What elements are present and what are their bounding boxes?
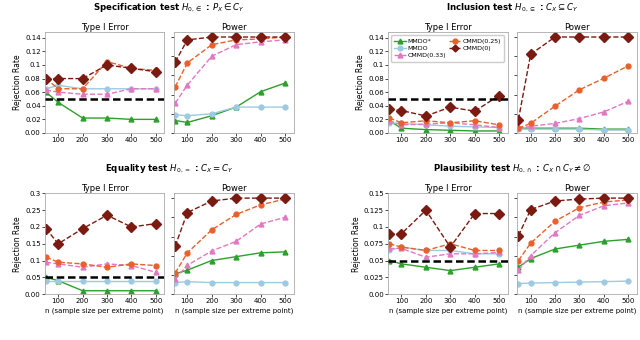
Title: Type I Error: Type I Error — [81, 22, 129, 32]
Legend: MMDO*, MMDO, CMMD(0.33), CMMD(0.25), CMMD(0): MMDO*, MMDO, CMMD(0.33), CMMD(0.25), CMM… — [391, 35, 504, 62]
Text: Equality test $H_{0,=}$ : $C_X = C_Y$: Equality test $H_{0,=}$ : $C_X = C_Y$ — [105, 162, 234, 175]
Title: Power: Power — [221, 22, 246, 32]
Title: Power: Power — [564, 22, 590, 32]
Title: Power: Power — [564, 184, 590, 193]
Text: Plausibility test $H_{0,\cap}$ : $C_X \cap C_Y \neq \varnothing$: Plausibility test $H_{0,\cap}$ : $C_X \c… — [433, 162, 592, 175]
Text: Inclusion test $H_{0,\subseteq}$ : $C_X \subseteq C_Y$: Inclusion test $H_{0,\subseteq}$ : $C_X … — [446, 1, 579, 14]
Y-axis label: Rejection Rate: Rejection Rate — [13, 216, 22, 272]
Y-axis label: Rejection Rate: Rejection Rate — [13, 55, 22, 110]
X-axis label: n (sample size per extreme point): n (sample size per extreme point) — [518, 307, 636, 313]
X-axis label: n (sample size per extreme point): n (sample size per extreme point) — [45, 307, 164, 313]
Title: Type I Error: Type I Error — [424, 184, 472, 193]
Y-axis label: Rejection Rate: Rejection Rate — [356, 55, 365, 110]
Y-axis label: Rejection Rate: Rejection Rate — [352, 216, 361, 272]
Title: Power: Power — [221, 184, 246, 193]
Title: Type I Error: Type I Error — [81, 184, 129, 193]
X-axis label: n (sample size per extreme point): n (sample size per extreme point) — [388, 307, 507, 313]
X-axis label: n (sample size per extreme point): n (sample size per extreme point) — [175, 307, 293, 313]
Title: Type I Error: Type I Error — [424, 22, 472, 32]
Text: Specification test $H_{0,\in}$ : $P_X \in C_Y$: Specification test $H_{0,\in}$ : $P_X \i… — [93, 1, 245, 14]
